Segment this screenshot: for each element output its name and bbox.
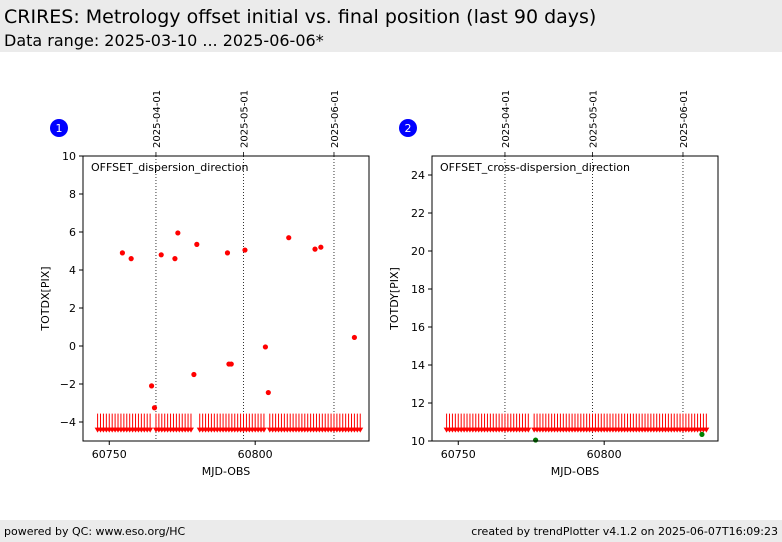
data-point (119, 250, 125, 256)
y-tick-label: 2 (69, 302, 76, 315)
data-point (158, 252, 164, 258)
series-annotation: OFFSET_dispersion_direction (91, 161, 249, 174)
page-title: CRIRES: Metrology offset initial vs. fin… (4, 6, 597, 28)
x-tick-label: 60800 (587, 448, 622, 461)
x-tick-label: 60750 (441, 448, 476, 461)
y-tick-label: 0 (69, 340, 76, 353)
y-tick-label: 4 (69, 264, 76, 277)
data-point (224, 250, 231, 256)
data-point-final (533, 437, 539, 443)
y-tick-label: 24 (411, 169, 425, 182)
x-axis-label: MJD-OBS (202, 465, 250, 478)
panel-badge-number: 2 (405, 122, 412, 135)
y-tick-label: 20 (411, 245, 425, 258)
x-tick-label: 60800 (238, 448, 273, 461)
data-point (312, 246, 318, 252)
band-marker (357, 427, 364, 433)
date-tick-label: 2025-06-01 (330, 90, 341, 148)
y-tick-label: 14 (411, 359, 425, 372)
footer-credit: powered by QC: www.eso.org/HC (4, 525, 186, 538)
y-tick-label: 10 (62, 150, 76, 163)
data-point (351, 334, 358, 341)
band-marker (525, 427, 532, 433)
x-tick-label: 60750 (92, 448, 127, 461)
date-tick-label: 2025-04-01 (152, 90, 163, 148)
y-tick-label: 6 (69, 226, 76, 239)
chart-panel-1: 1 2025-04-01 2025-05-01 2025-06-01 OFFSET_di… (39, 90, 370, 478)
panel-badge (399, 119, 417, 137)
y-axis-label: TOTDX[PIX] (39, 266, 52, 331)
date-tick-label: 2025-04-01 (501, 90, 512, 148)
data-point (194, 241, 200, 247)
y-tick-label: 10 (411, 435, 425, 448)
date-tick-label: 2025-06-01 (679, 90, 690, 148)
band-marker (703, 427, 710, 433)
x-axis-label: MJD-OBS (551, 465, 599, 478)
y-tick-label: 22 (411, 207, 425, 220)
data-point (175, 230, 181, 236)
footer-generator: created by trendPlotter v4.1.2 on 2025-0… (471, 525, 778, 538)
data-point (128, 256, 134, 262)
data-point (148, 383, 155, 389)
header-bar: CRIRES: Metrology offset initial vs. fin… (0, 0, 782, 52)
band-marker (260, 427, 267, 433)
y-tick-label: 12 (411, 397, 425, 410)
data-point (172, 256, 178, 262)
panel-badge-number: 1 (56, 122, 63, 135)
data-point (191, 371, 197, 378)
data-point (265, 389, 271, 396)
y-tick-label: 16 (411, 321, 425, 334)
y-tick-label: 18 (411, 283, 425, 296)
panel-badge (50, 119, 68, 137)
plot-frame (431, 155, 719, 442)
date-tick-label: 2025-05-01 (240, 90, 251, 148)
data-point (228, 361, 234, 367)
y-tick-label: 8 (69, 188, 76, 201)
footer-bar: powered by QC: www.eso.org/HC created by… (0, 520, 782, 542)
data-point (262, 344, 268, 350)
data-point (151, 405, 158, 411)
y-tick-label: −4 (60, 416, 76, 429)
data-point (242, 247, 248, 253)
series-annotation: OFFSET_cross-dispersion_direction (440, 161, 630, 174)
y-axis-label: TOTDY[PIX] (388, 267, 401, 331)
y-tick-label: −2 (60, 378, 76, 391)
plot-frame (82, 155, 370, 442)
data-point (286, 235, 292, 241)
date-tick-label: 2025-05-01 (589, 90, 600, 148)
chart-panel-2: 2 2025-04-01 2025-05-01 2025-06-01 OFFSET_cr… (388, 90, 719, 478)
band-marker (187, 427, 194, 433)
data-range-subtitle: Data range: 2025-03-10 ... 2025-06-06* (4, 31, 324, 50)
band-marker (147, 427, 154, 433)
data-point-final (699, 431, 705, 437)
data-point (318, 244, 324, 250)
